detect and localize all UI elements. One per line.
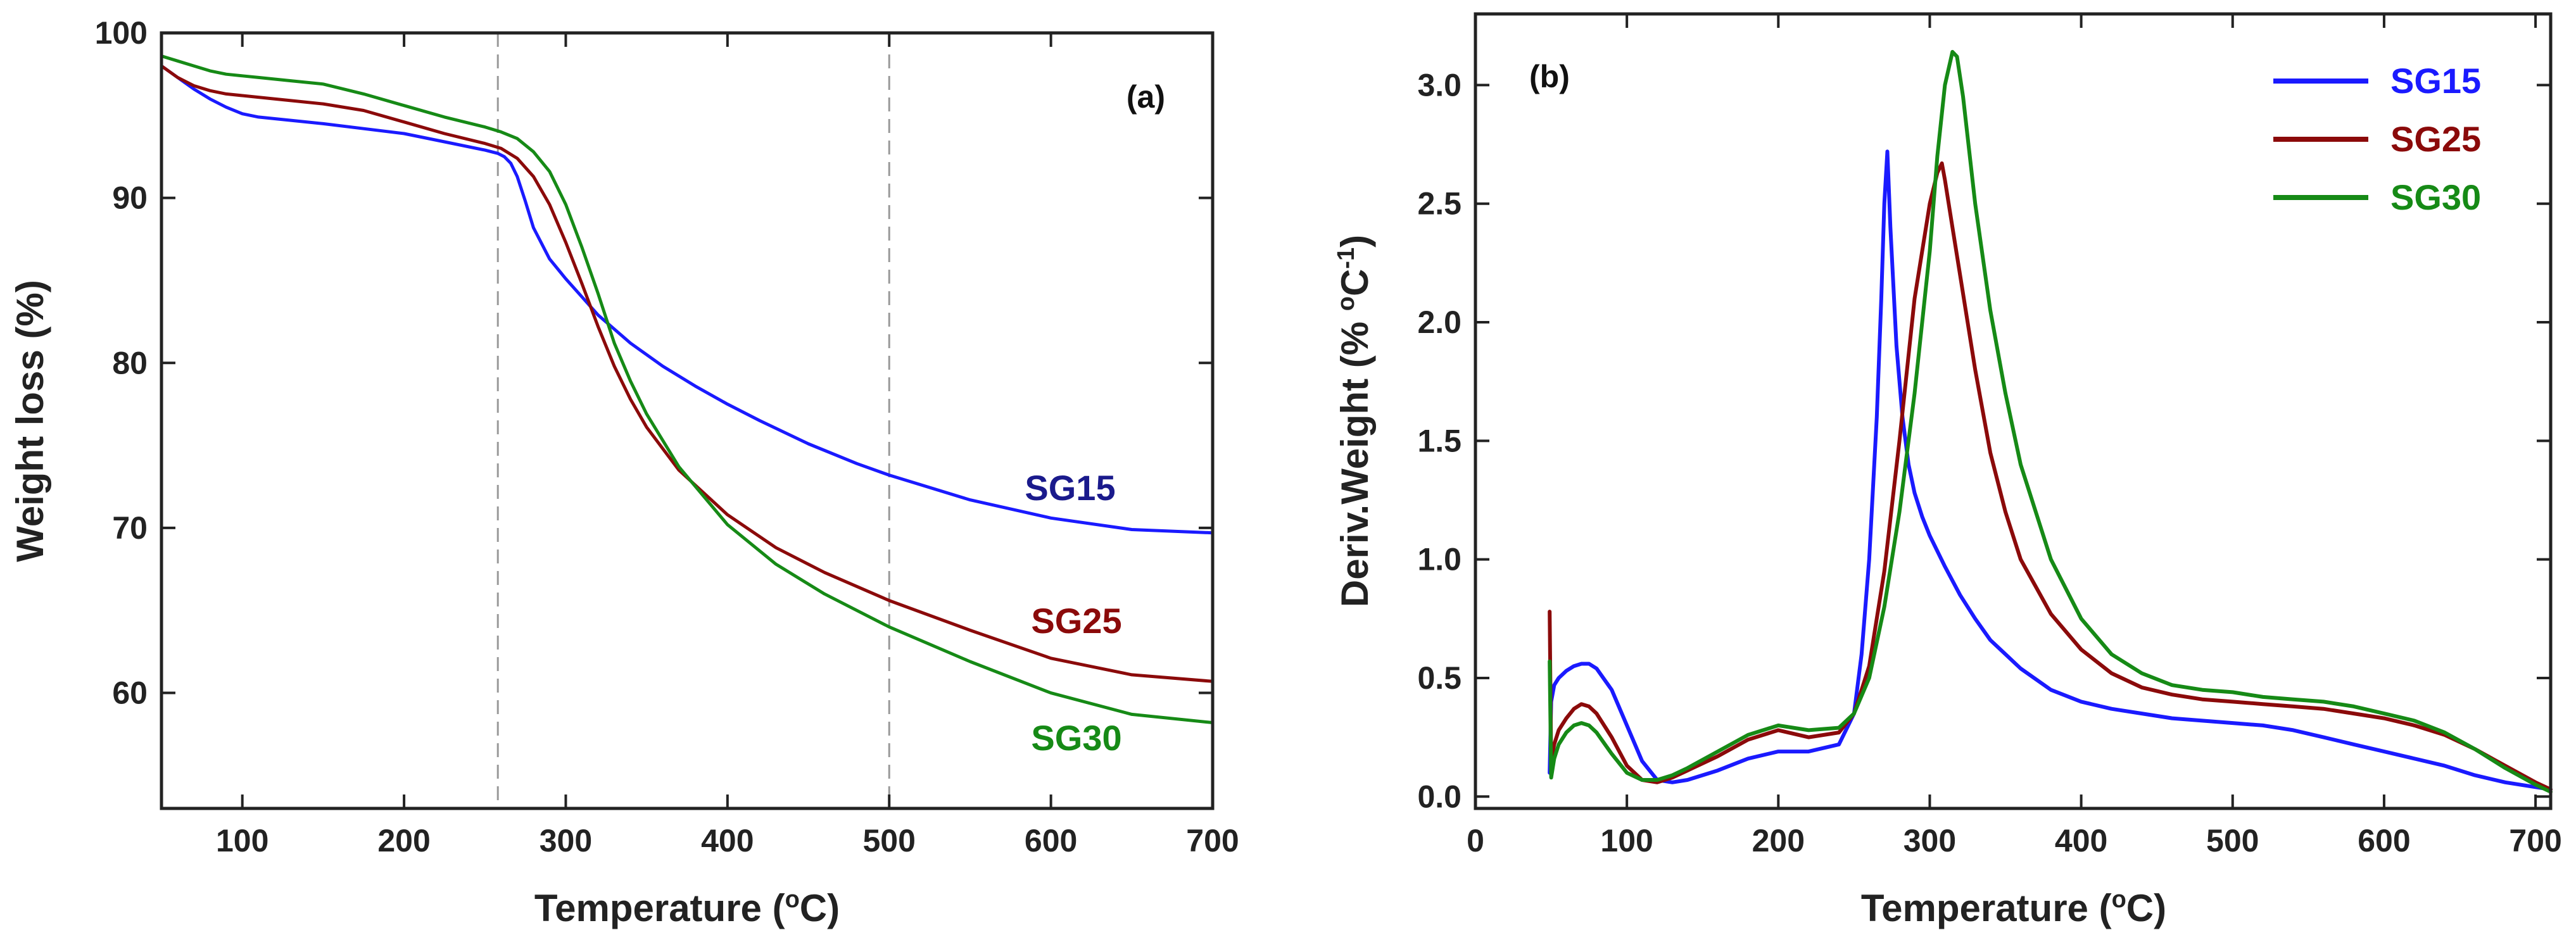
x-tick-label: 300 [1904,823,1956,858]
x-tick-label: 0 [1467,823,1484,858]
panel-b-legend: SG15 SG25 SG30 [2273,61,2481,217]
y-tick-label: 60 [112,675,148,711]
y-tick-label: 70 [112,510,148,546]
y-tick-label: 1.5 [1417,423,1462,458]
x-tick-label: 400 [701,823,754,858]
x-tick-label: 400 [2055,823,2107,858]
x-tick-label: 500 [863,823,916,858]
x-tick-label: 700 [2509,823,2561,858]
series-line-sg30 [160,54,1215,724]
series-line-sg30 [1548,49,2553,794]
panel-a-ylabel: Weight loss (%) [9,280,51,562]
y-tick-label: 90 [112,180,148,216]
panel-a-label: (a) [1127,79,1165,115]
x-tick-label: 100 [1600,823,1653,858]
x-tick-label: 700 [1186,823,1239,858]
y-tick-label: 1.0 [1417,542,1462,577]
legend-label-sg25: SG25 [2390,119,2481,159]
series-line-sg25 [160,64,1215,683]
panel-a-xlabel: Temperature (oC) [534,886,840,929]
panel-a-chart: 100 200 300 400 500 600 700 60 70 80 90 100 SG15 SG2… [9,15,1239,929]
y-tick-label: 3.0 [1417,67,1462,103]
series-line-sg15 [160,64,1215,535]
series-line-sg15 [1548,149,2553,791]
series-line-sg25 [1548,161,2553,791]
x-tick-label: 600 [1025,823,1077,858]
x-tick-label: 200 [377,823,430,858]
y-tick-label: 2.5 [1417,186,1462,222]
x-tick-label: 500 [2206,823,2259,858]
panel-b-chart: 0 100 200 300 400 500 600 700 0.0 0.5 1.0 1.5 2.0 2.5… [1333,12,2562,929]
y-tick-label: 100 [95,15,148,51]
panel-b-xlabel: Temperature (oC) [1861,886,2166,929]
x-tick-label: 200 [1752,823,1805,858]
curve-label-sg15: SG15 [1025,468,1115,508]
x-tick-label: 300 [540,823,592,858]
y-tick-label: 2.0 [1417,305,1462,340]
x-tick-label: 100 [216,823,268,858]
y-tick-label: 0.0 [1417,779,1462,814]
y-tick-label: 0.5 [1417,660,1462,696]
legend-label-sg30: SG30 [2390,177,2481,217]
panel-b-frame [1474,12,2553,810]
curve-label-sg25: SG25 [1031,601,1121,641]
legend-label-sg15: SG15 [2390,61,2481,101]
curve-label-sg30: SG30 [1031,718,1121,758]
y-tick-label: 80 [112,345,148,380]
x-tick-label: 600 [2358,823,2410,858]
panel-a-frame [160,31,1215,810]
panel-b-ylabel: Deriv.Weight (% oC-1) [1333,235,1376,607]
panel-b-label: (b) [1529,59,1570,94]
